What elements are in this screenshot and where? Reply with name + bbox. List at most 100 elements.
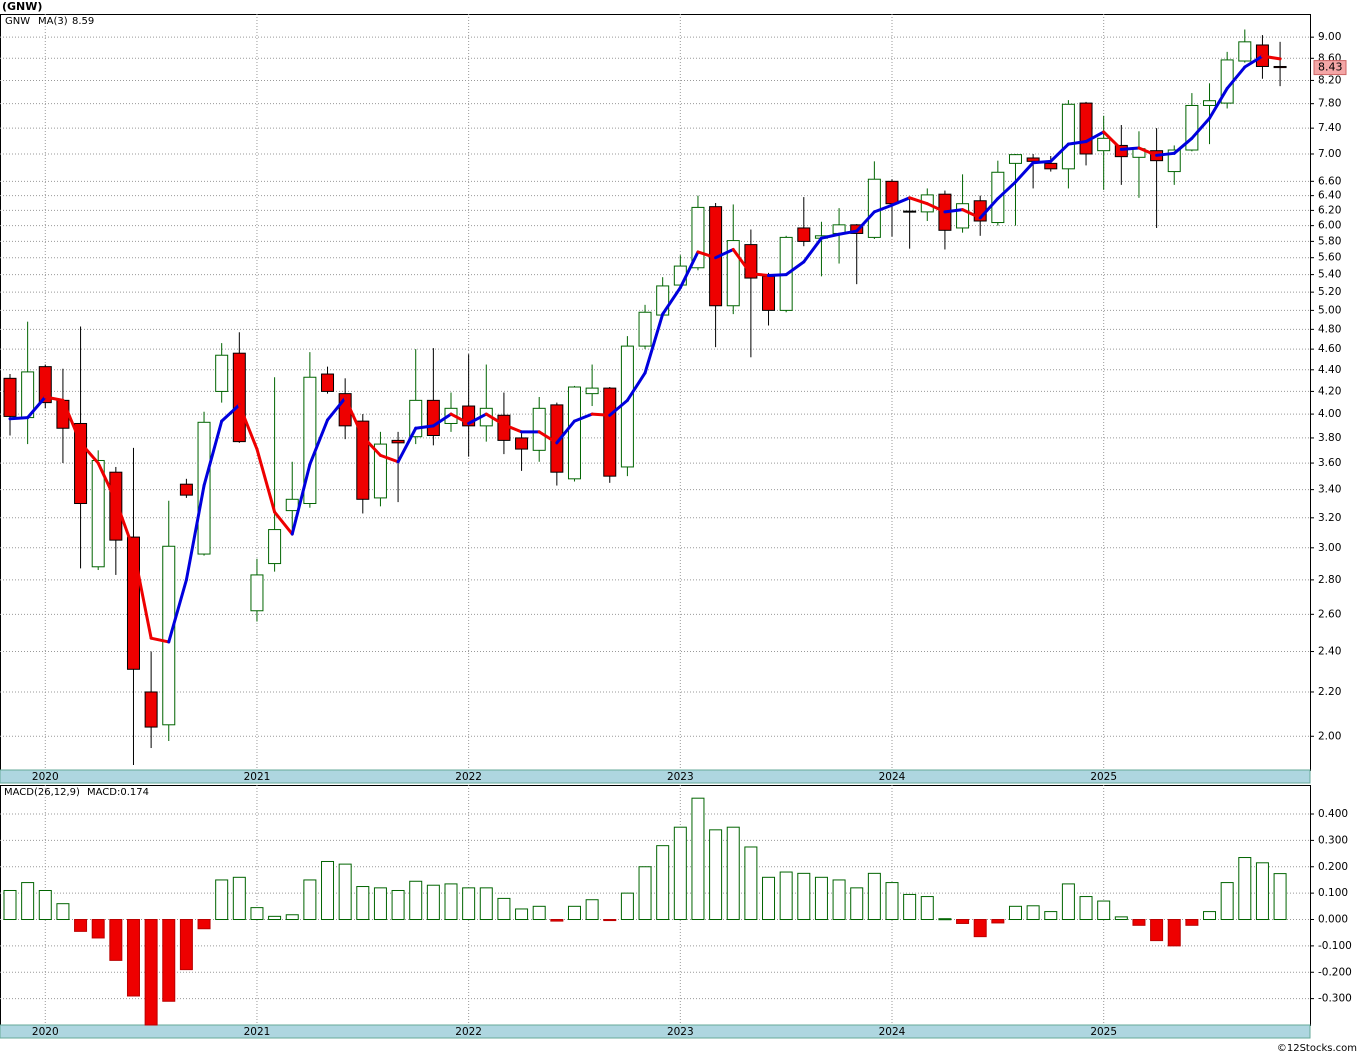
ma-line	[1102, 130, 1123, 151]
candle-body	[1044, 162, 1058, 170]
macd-bar	[74, 919, 88, 932]
y-tick-label: 4.00	[1318, 408, 1341, 420]
y-tick-label: 4.60	[1318, 343, 1341, 355]
macd-bar	[1150, 919, 1164, 942]
candle-body	[144, 691, 158, 728]
macd-readout: MACD:0.174	[87, 787, 149, 798]
ma-line	[731, 247, 753, 276]
candle-body	[656, 285, 670, 316]
macd-bar	[709, 829, 723, 921]
ma-line	[696, 250, 718, 260]
ma-line	[149, 636, 171, 644]
y-tick-label: 4.40	[1318, 364, 1341, 376]
macd-bar	[832, 879, 846, 921]
y-tick-label: 5.80	[1318, 235, 1341, 247]
candle-body	[620, 345, 634, 468]
macd-bar	[479, 887, 493, 921]
ma-line	[220, 403, 241, 423]
date-strip	[0, 1024, 1311, 1039]
ma-line	[749, 272, 771, 277]
macd-name: MACD(26,12,9)	[4, 787, 80, 798]
macd-bar	[144, 919, 158, 1026]
y-tick-label: -0.100	[1318, 940, 1352, 952]
ma-line	[890, 196, 912, 207]
candle-body	[903, 210, 917, 213]
macd-bar	[356, 886, 370, 921]
x-tick-label: 2024	[879, 771, 906, 783]
macd-bar	[797, 872, 811, 921]
macd-bar	[991, 919, 1005, 924]
macd-bar	[550, 919, 564, 922]
candle-body	[867, 178, 881, 238]
ma-line	[1208, 86, 1229, 120]
ma-line	[943, 208, 965, 214]
x-tick-label: 2023	[667, 771, 694, 783]
candle-body	[250, 574, 264, 612]
legend-ma-value: 8.59	[72, 16, 94, 27]
ma-line	[26, 395, 47, 420]
macd-bar	[1097, 900, 1111, 921]
ma-line	[925, 202, 947, 214]
ma-line	[855, 210, 876, 233]
ma-line	[1119, 146, 1141, 151]
ma-line	[396, 426, 418, 464]
macd-bar	[638, 866, 652, 921]
y-tick-label: 5.40	[1318, 269, 1341, 281]
candle-body	[797, 227, 811, 242]
x-tick-label: 2025	[1090, 1026, 1117, 1038]
ma-line	[961, 208, 982, 220]
macd-bar	[409, 880, 423, 921]
ma-line	[326, 396, 347, 422]
y-tick-label: 7.40	[1318, 122, 1341, 134]
y-tick-label: 3.60	[1318, 457, 1341, 469]
x-tick-label: 2022	[455, 1026, 482, 1038]
candle-body	[638, 311, 652, 347]
y-tick-label: 4.20	[1318, 385, 1341, 397]
candle-body	[1026, 157, 1040, 162]
y-tick-label: 4.80	[1318, 323, 1341, 335]
candle-body	[91, 459, 105, 568]
macd-bar	[1185, 919, 1199, 926]
macd-bar	[1238, 857, 1252, 921]
ma-line	[361, 435, 382, 457]
ma-line	[608, 398, 629, 417]
y-tick-label: 0.100	[1318, 887, 1348, 899]
candle-body	[1167, 149, 1181, 173]
macd-bar	[321, 860, 335, 921]
ma-line	[678, 250, 700, 290]
macd-bar	[938, 918, 952, 921]
ma-line	[872, 203, 894, 214]
macd-bar	[973, 919, 987, 938]
candle-body	[74, 422, 88, 505]
macd-bar	[744, 846, 758, 921]
ma-line	[255, 447, 277, 514]
candle-body	[1079, 102, 1093, 155]
x-tick-label: 2022	[455, 771, 482, 783]
candle-body	[162, 545, 176, 726]
candle-body	[232, 352, 246, 443]
macd-bar	[3, 889, 17, 921]
macd-bar	[814, 876, 828, 921]
ma-line	[273, 510, 294, 536]
ma-line	[184, 484, 206, 582]
candle-body	[762, 275, 776, 311]
ma-line	[290, 462, 312, 536]
ma-line	[96, 461, 118, 503]
macd-bar	[779, 871, 793, 921]
macd-bar	[867, 872, 881, 921]
macd-bar	[391, 889, 405, 921]
ma-line	[625, 371, 647, 402]
candle-body	[285, 498, 299, 512]
y-tick-label: 6.00	[1318, 220, 1341, 232]
ma-line	[414, 424, 435, 430]
ma-line	[1155, 151, 1176, 157]
macd-bar	[426, 884, 440, 921]
macd-bar	[285, 914, 299, 921]
last-price-label: 8.43	[1318, 61, 1343, 74]
legend-ma-name: MA(3)	[38, 16, 68, 27]
candle-body	[1273, 65, 1287, 69]
ma-line	[378, 453, 400, 464]
candle-body	[321, 373, 335, 392]
candle-body	[1238, 41, 1252, 62]
ma-line	[79, 441, 100, 465]
